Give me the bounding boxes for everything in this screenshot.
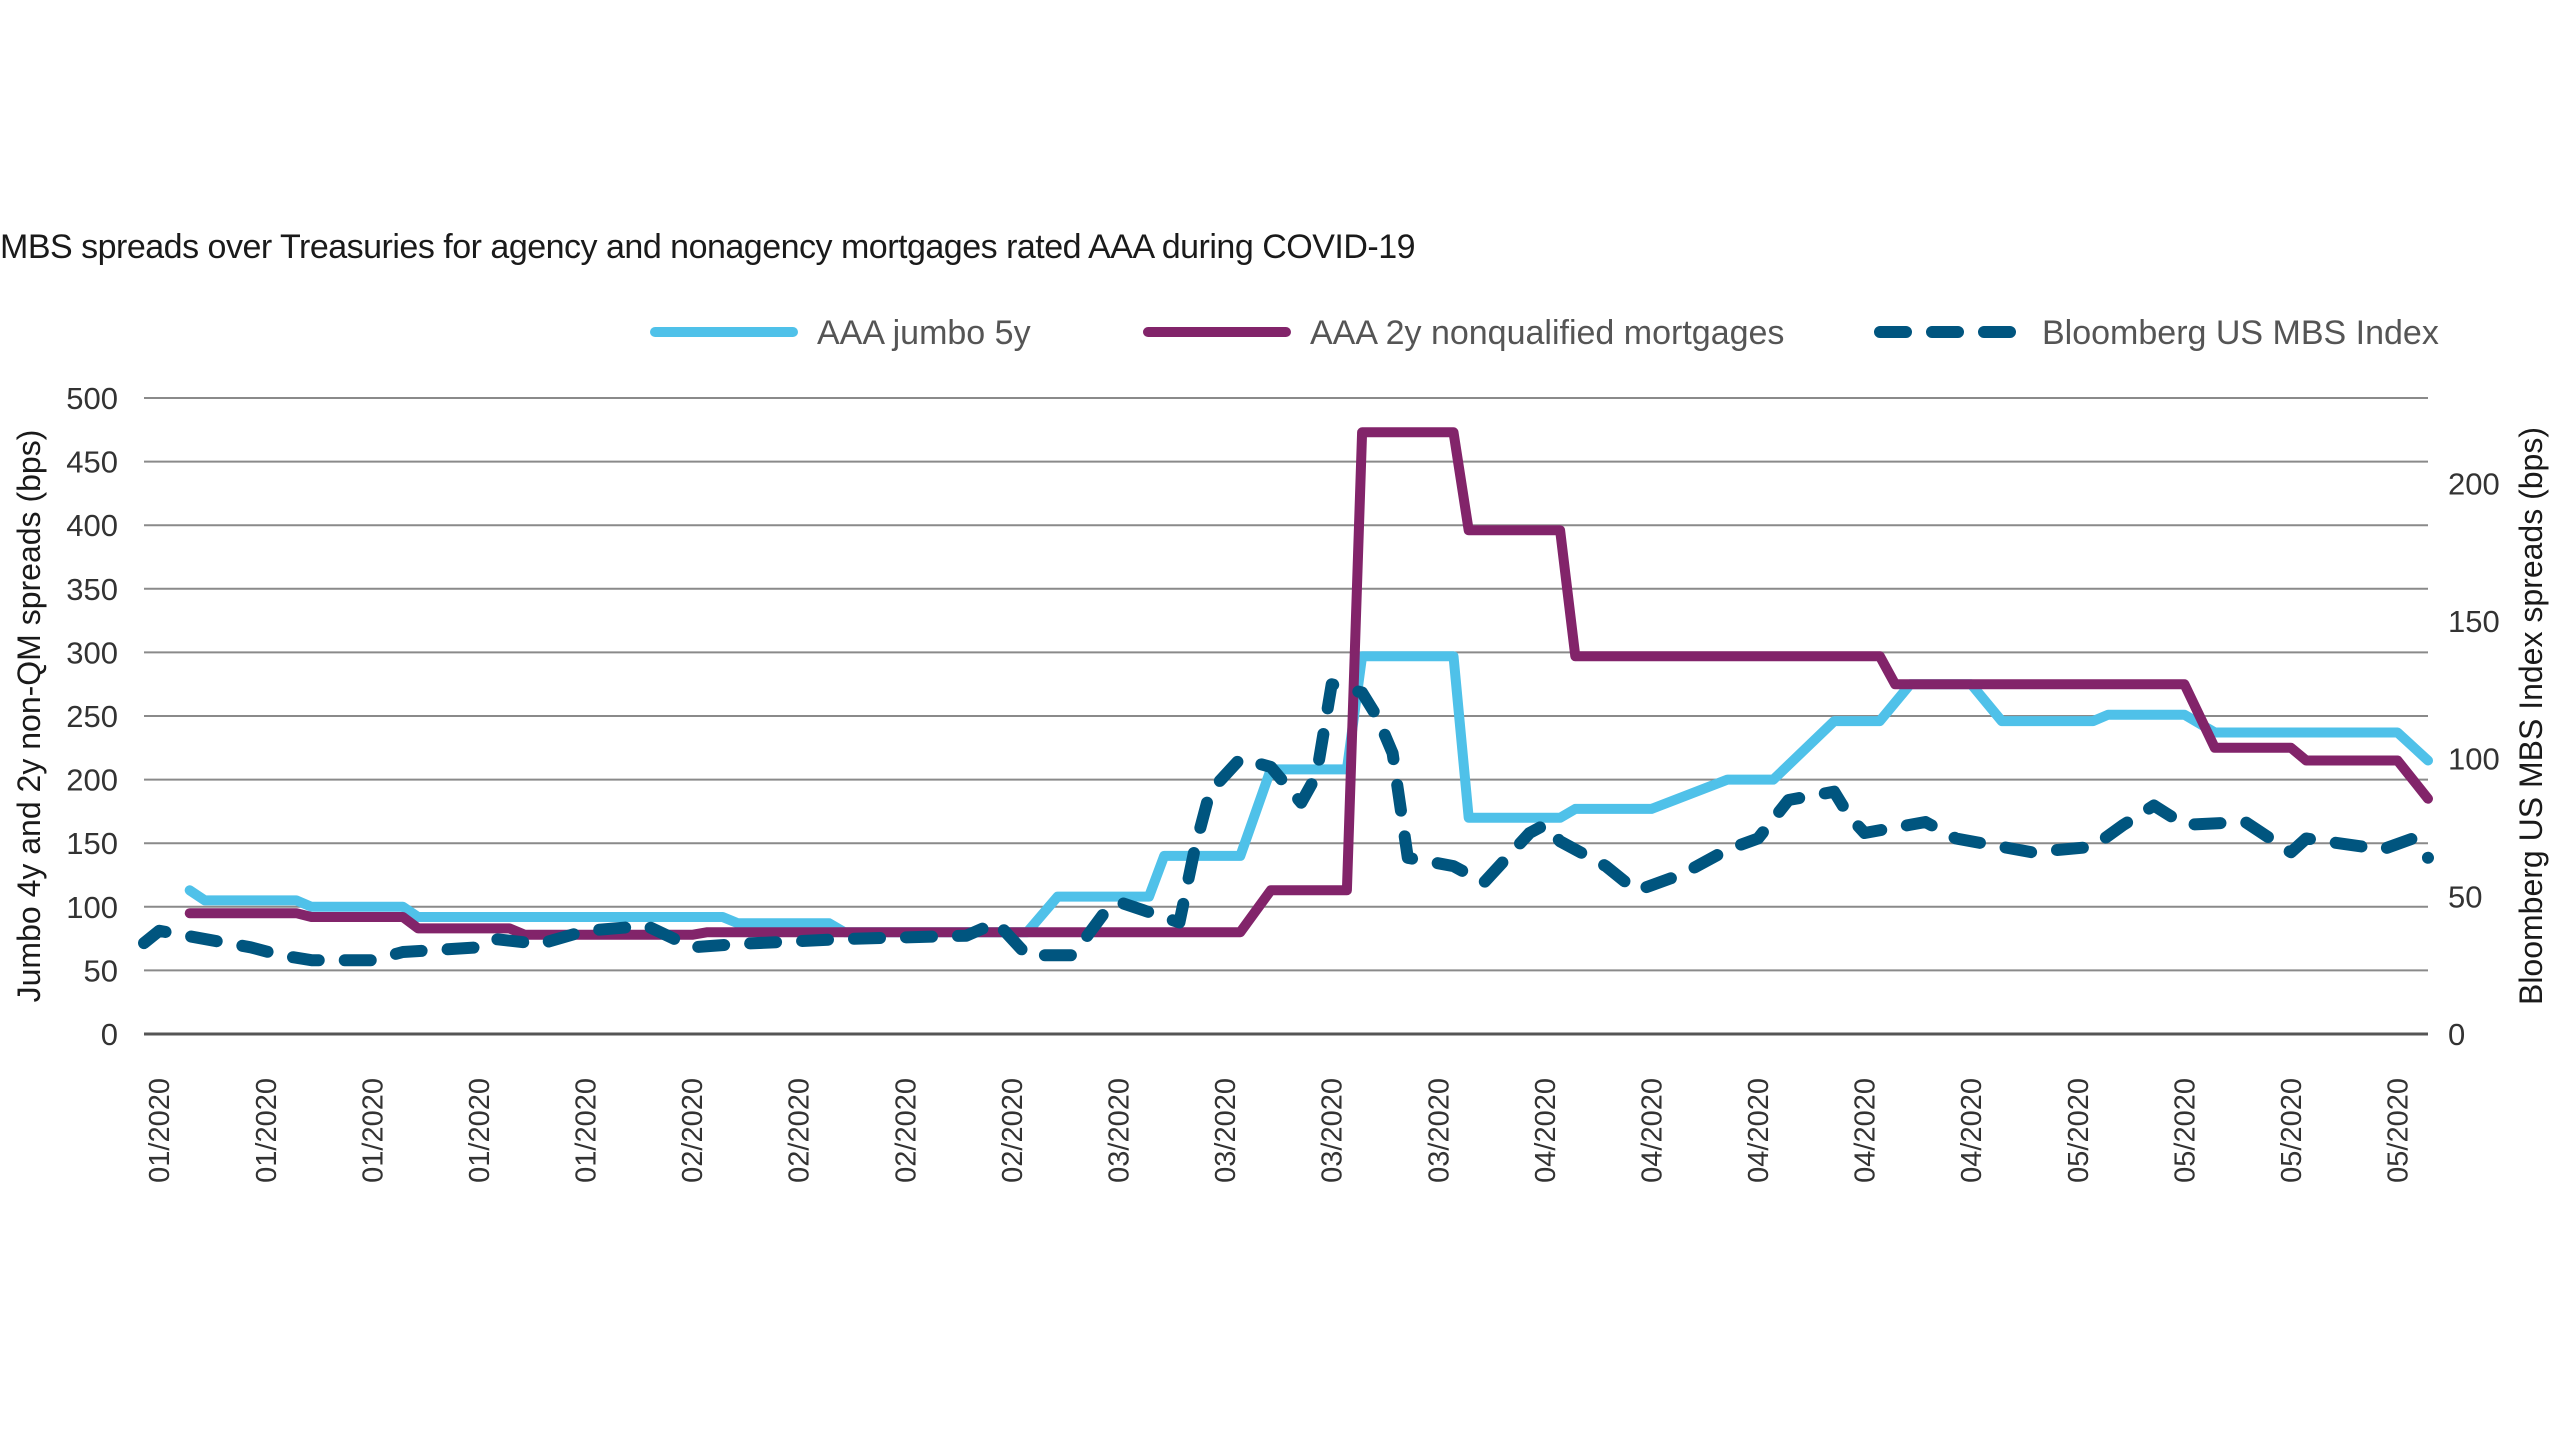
right-y-tick-label: 150	[2448, 604, 2500, 639]
legend-label: AAA jumbo 5y	[817, 314, 1031, 352]
x-tick-label: 05/2020	[2169, 1078, 2201, 1183]
x-tick-label: 04/2020	[1743, 1078, 1775, 1183]
right-y-tick-label: 50	[2448, 879, 2482, 914]
right-y-ticks: 0 50 100 150 200	[2448, 466, 2500, 1052]
series-line-1	[184, 427, 2433, 940]
left-y-tick-label: 300	[66, 635, 118, 670]
left-y-tick-label: 400	[66, 508, 118, 543]
legend-item: Bloomberg US MBS Index	[1874, 314, 2439, 352]
right-y-tick-label: 100	[2448, 742, 2500, 777]
series-line-2	[138, 678, 2434, 967]
left-y-tick-label: 350	[66, 572, 118, 607]
x-tick-label: 01/2020	[571, 1078, 603, 1183]
x-tick-label: 04/2020	[1850, 1078, 1882, 1183]
legend: AAA jumbo 5y AAA 2y nonqualified mortgage…	[650, 314, 2439, 352]
x-tick-label: 01/2020	[144, 1078, 176, 1183]
gridlines	[144, 397, 2428, 1036]
x-tick-label: 01/2020	[357, 1078, 389, 1183]
legend-label: Bloomberg US MBS Index	[2042, 314, 2439, 352]
left-y-tick-label: 200	[66, 763, 118, 798]
x-tick-label: 02/2020	[677, 1078, 709, 1183]
right-y-tick-label: 0	[2448, 1017, 2465, 1052]
series-lines	[138, 427, 2434, 967]
right-y-tick-label: 200	[2448, 466, 2500, 501]
x-tick-label: 03/2020	[1423, 1078, 1455, 1183]
right-y-axis-title: Bloomberg US MBS Index spreads (bps)	[2513, 427, 2549, 1005]
left-y-tick-label: 500	[66, 381, 118, 416]
left-y-tick-label: 100	[66, 890, 118, 925]
x-tick-label: 04/2020	[1636, 1078, 1668, 1183]
x-tick-label: 05/2020	[2383, 1078, 2415, 1183]
left-y-tick-label: 50	[84, 953, 118, 988]
x-tick-label: 05/2020	[2276, 1078, 2308, 1183]
x-tick-label: 02/2020	[784, 1078, 816, 1183]
left-y-axis-title: Jumbo 4y and 2y non-QM spreads (bps)	[11, 430, 47, 1003]
x-tick-label: 03/2020	[1317, 1078, 1349, 1183]
x-tick-label: 03/2020	[1210, 1078, 1242, 1183]
legend-item: AAA jumbo 5y	[650, 314, 1031, 352]
x-tick-label: 03/2020	[1104, 1078, 1136, 1183]
x-tick-label: 01/2020	[251, 1078, 283, 1183]
x-tick-label: 02/2020	[997, 1078, 1029, 1183]
x-tick-label: 04/2020	[1956, 1078, 1988, 1183]
chart-title: MBS spreads over Treasuries for agency a…	[0, 228, 1416, 266]
left-y-tick-label: 0	[101, 1017, 118, 1052]
x-tick-label: 02/2020	[890, 1078, 922, 1183]
left-y-ticks: 0 50 100 150 200 250 300 350 400 450 500	[66, 381, 118, 1052]
x-tick-label: 04/2020	[1530, 1078, 1562, 1183]
left-y-tick-label: 250	[66, 699, 118, 734]
x-tick-label: 01/2020	[464, 1078, 496, 1183]
left-y-tick-label: 450	[66, 445, 118, 480]
legend-label: AAA 2y nonqualified mortgages	[1310, 314, 1784, 352]
x-ticks: 01/2020 01/2020 01/2020 01/2020 01/2020 02/20…	[144, 1078, 2414, 1183]
x-tick-label: 05/2020	[2063, 1078, 2095, 1183]
legend-item: AAA 2y nonqualified mortgages	[1143, 314, 1784, 352]
left-y-tick-label: 150	[66, 826, 118, 861]
series-line-0	[184, 651, 2433, 938]
